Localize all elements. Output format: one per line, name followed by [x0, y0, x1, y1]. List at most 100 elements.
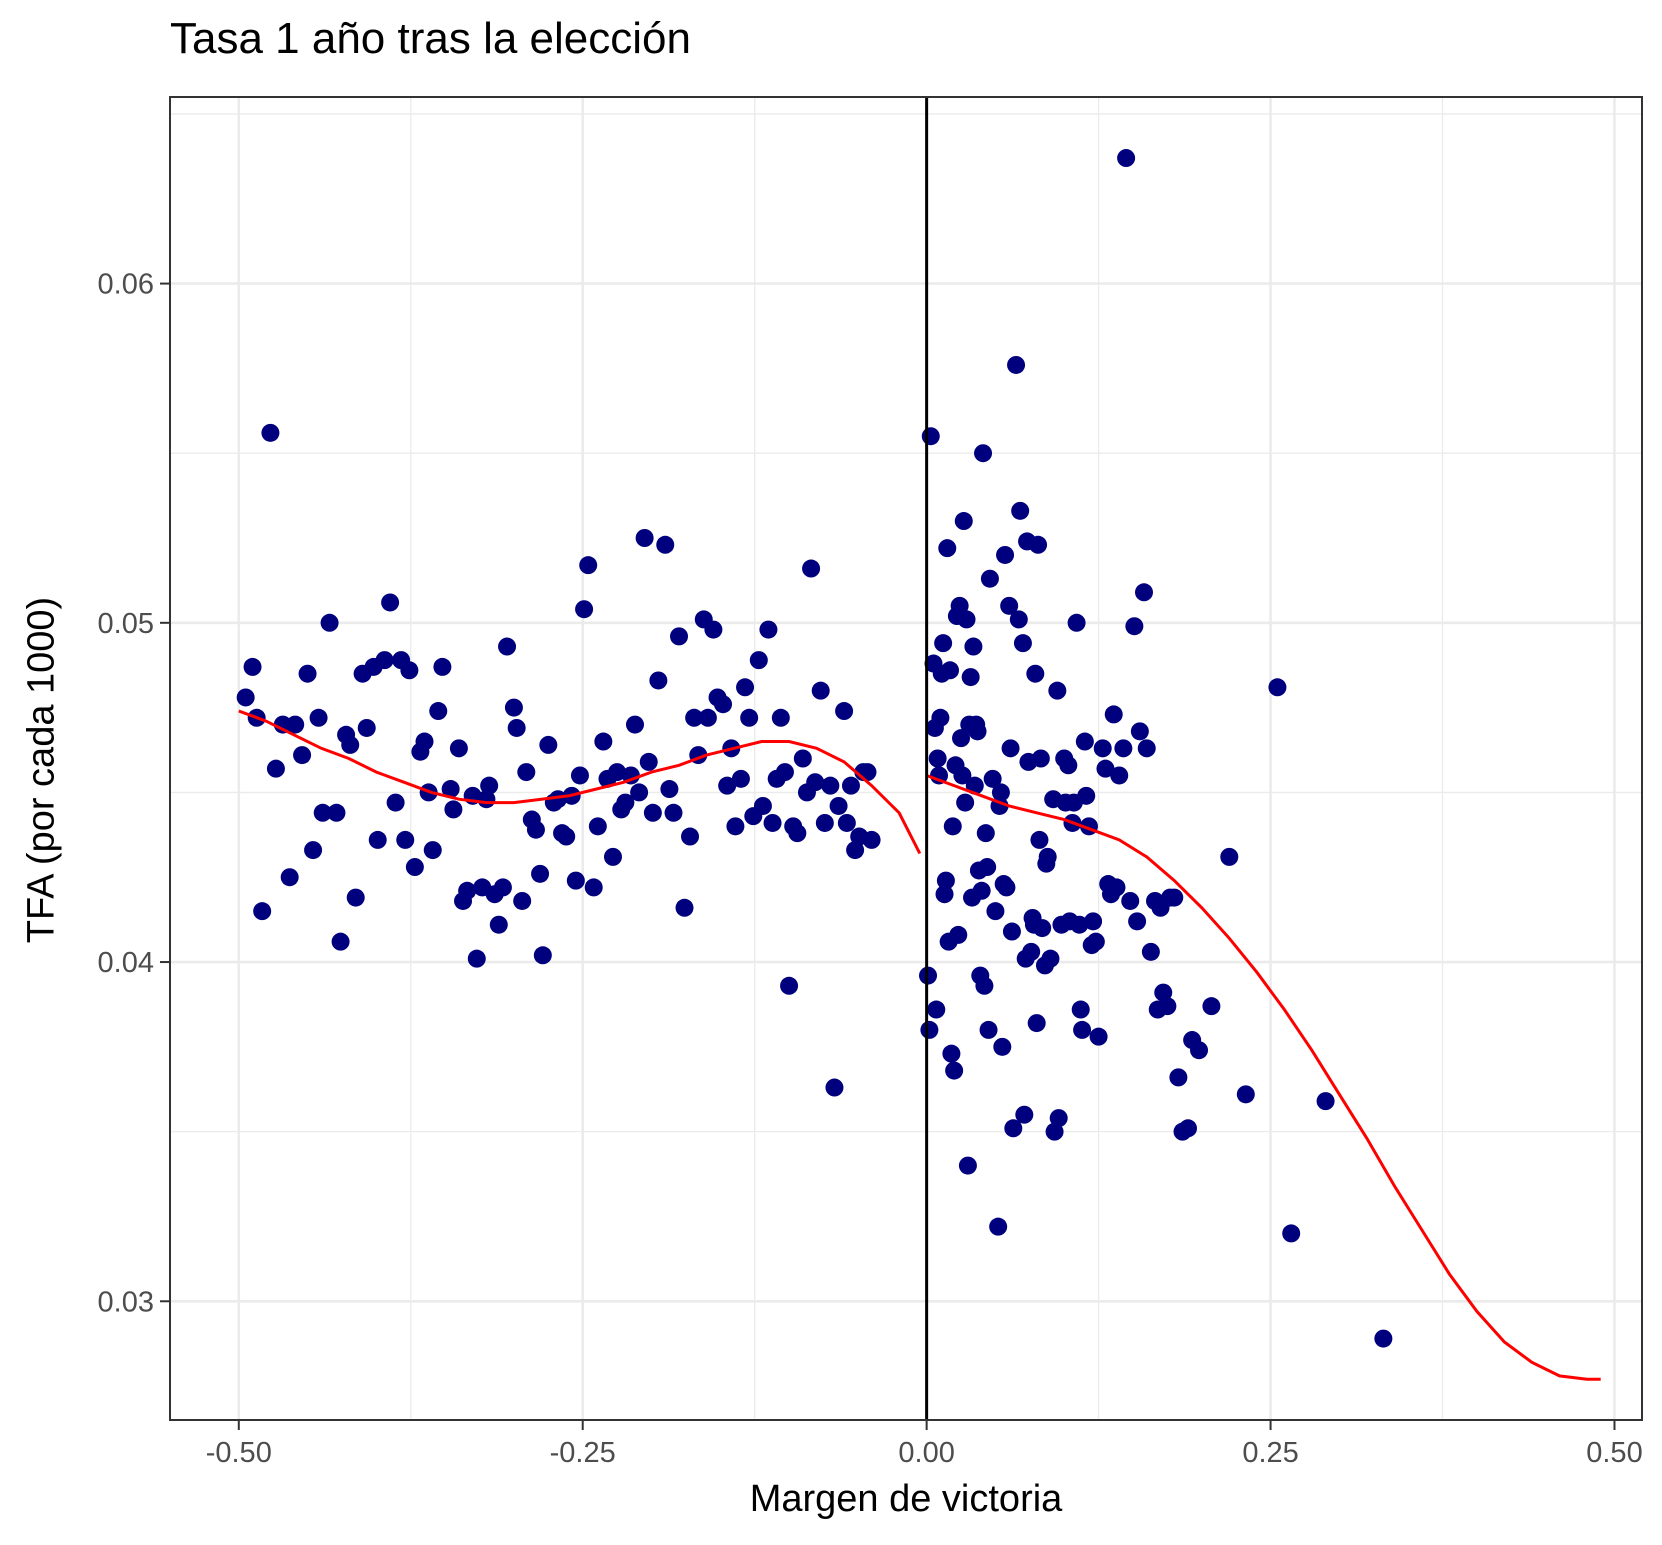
data-point — [517, 763, 536, 782]
data-point — [821, 776, 840, 795]
data-point — [980, 569, 999, 588]
data-point — [415, 732, 434, 751]
data-point — [942, 1044, 961, 1063]
data-point — [280, 868, 299, 887]
data-point — [835, 702, 854, 721]
data-point — [467, 949, 486, 968]
data-point — [793, 749, 812, 768]
data-point — [1220, 847, 1239, 866]
data-point — [685, 708, 704, 727]
data-point — [952, 729, 971, 748]
data-point — [1089, 1027, 1108, 1046]
data-point — [630, 783, 649, 802]
data-point — [293, 746, 312, 765]
data-point — [243, 657, 262, 676]
data-point — [375, 651, 394, 670]
data-point — [957, 610, 976, 629]
data-point — [780, 976, 799, 995]
fit-curve-left — [238, 709, 922, 855]
plot-panel — [170, 97, 1642, 1420]
data-point — [811, 681, 830, 700]
data-point — [862, 830, 881, 849]
data-point — [513, 891, 532, 910]
data-point — [504, 698, 523, 717]
data-point — [594, 732, 613, 751]
data-point — [675, 898, 694, 917]
data-point — [423, 841, 442, 860]
data-point — [1134, 583, 1153, 602]
data-point — [736, 678, 755, 697]
fit-curve-right — [926, 774, 1601, 1381]
data-point — [964, 637, 983, 656]
data-point — [1004, 1119, 1023, 1138]
data-point — [806, 773, 825, 792]
data-point — [533, 946, 552, 965]
data-point — [1125, 617, 1144, 636]
data-point — [956, 793, 975, 812]
plot-border — [169, 96, 1643, 1421]
data-point — [718, 776, 737, 795]
data-point — [649, 671, 668, 690]
data-point — [935, 885, 954, 904]
data-point — [802, 559, 821, 578]
data-point — [1029, 535, 1048, 554]
x-tick-label: 0.25 — [1242, 1437, 1298, 1469]
data-point — [788, 824, 807, 843]
data-point — [584, 878, 603, 897]
data-point — [341, 735, 360, 754]
data-point — [381, 593, 400, 612]
data-point — [958, 1156, 977, 1175]
data-point — [433, 657, 452, 676]
data-point — [1141, 942, 1160, 961]
data-point — [763, 813, 782, 832]
data-point — [945, 1061, 964, 1080]
data-point — [1154, 983, 1173, 1002]
data-point — [313, 803, 332, 822]
data-point — [1128, 912, 1147, 931]
data-point — [405, 858, 424, 877]
data-point — [1374, 1329, 1393, 1348]
data-point — [1022, 942, 1041, 961]
data-point — [588, 817, 607, 836]
data-point — [635, 529, 654, 547]
data-point — [931, 708, 950, 727]
data-point — [749, 651, 768, 670]
data-point — [1096, 759, 1115, 778]
data-point — [837, 813, 856, 832]
data-point — [771, 708, 790, 727]
data-point — [1031, 749, 1050, 768]
data-point — [1165, 888, 1184, 907]
data-point — [603, 847, 622, 866]
data-point — [331, 932, 350, 951]
data-point — [1202, 997, 1221, 1016]
data-point — [698, 708, 717, 727]
data-point — [548, 790, 567, 809]
data-point — [972, 881, 991, 900]
data-point — [846, 841, 865, 860]
data-point — [639, 752, 658, 771]
y-axis-label: TFA (por cada 1000) — [20, 596, 63, 944]
data-point — [991, 783, 1010, 802]
data-point — [480, 776, 499, 795]
data-point — [1110, 766, 1129, 785]
data-point — [643, 803, 662, 822]
data-point — [1015, 1105, 1034, 1124]
data-point — [327, 803, 346, 822]
data-point — [664, 803, 683, 822]
data-point — [815, 813, 834, 832]
data-point — [825, 1078, 844, 1097]
data-point — [1282, 1224, 1301, 1243]
data-point — [1158, 997, 1177, 1016]
data-point — [938, 539, 957, 558]
data-point — [1071, 1000, 1090, 1019]
data-point — [1033, 919, 1052, 938]
data-point — [608, 763, 627, 782]
data-point — [740, 708, 759, 727]
data-point — [261, 423, 280, 442]
data-point — [1190, 1041, 1209, 1060]
data-point — [996, 545, 1015, 564]
data-point — [539, 735, 558, 754]
data-point — [656, 535, 675, 554]
data-point — [989, 1217, 1008, 1236]
data-point — [975, 976, 994, 995]
